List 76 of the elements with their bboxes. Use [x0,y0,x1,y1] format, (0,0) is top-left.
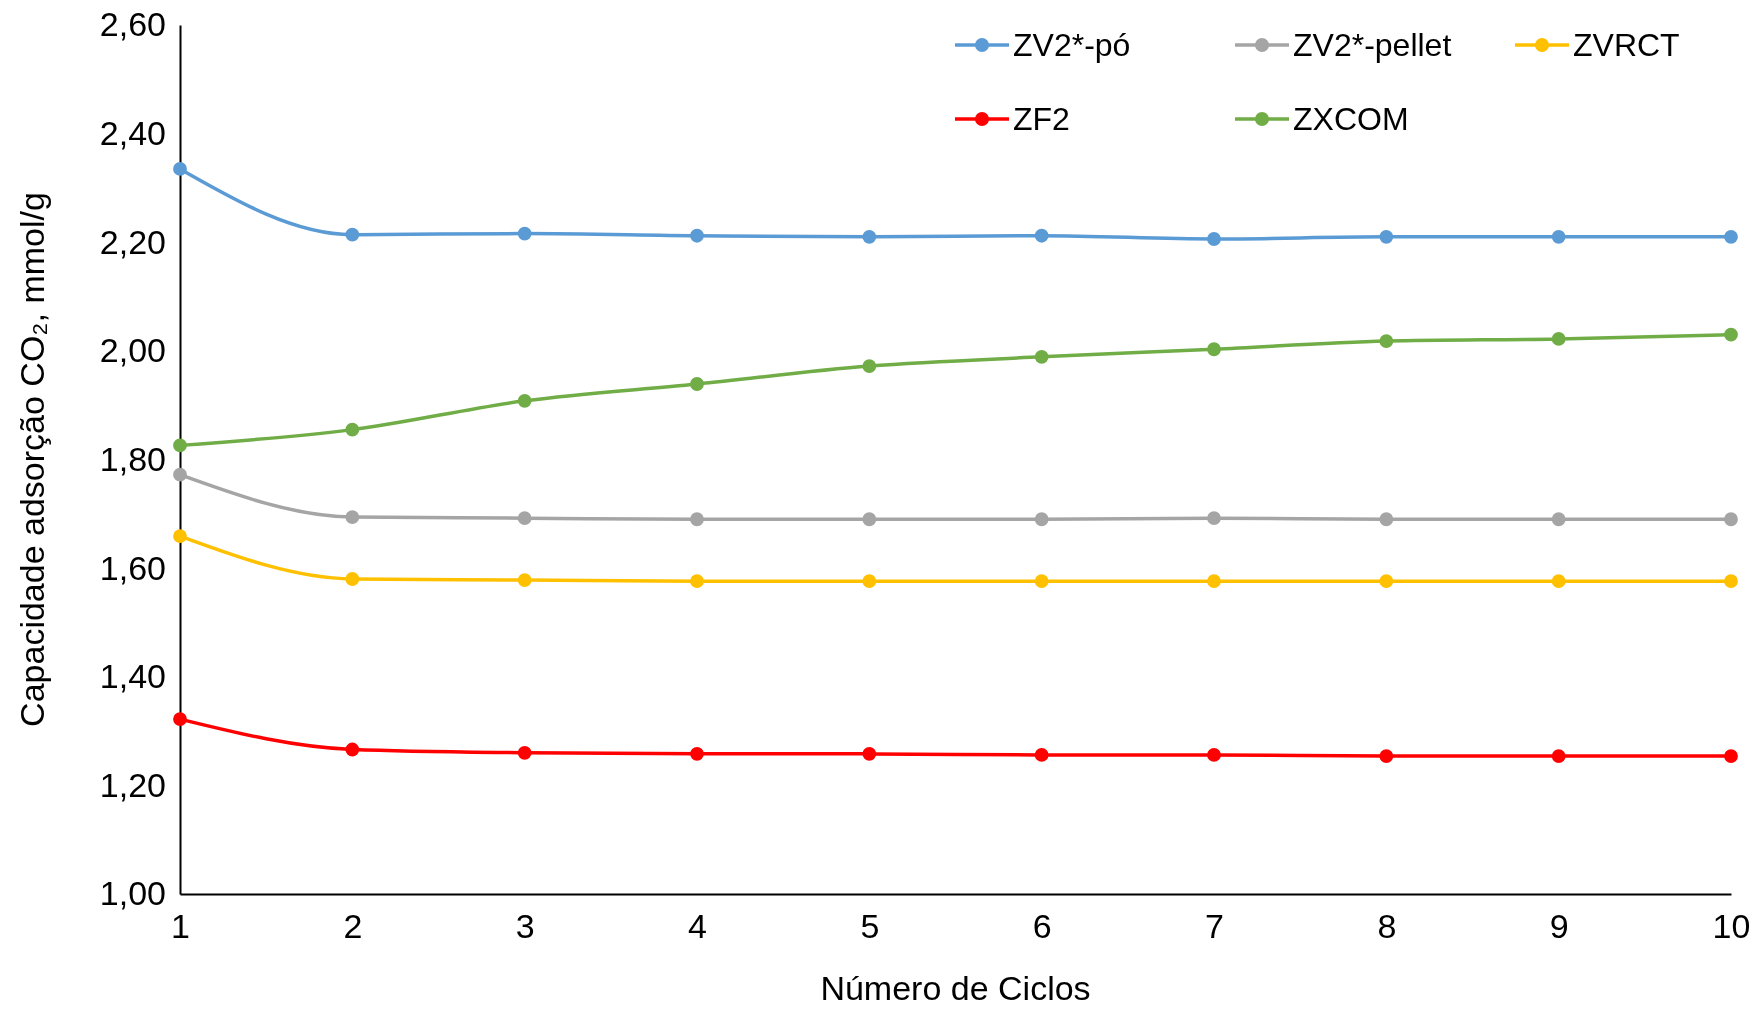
y-tick-label: 1,00 [99,874,166,913]
point [862,574,877,589]
point [173,467,187,482]
point [1551,332,1566,346]
point [1207,574,1221,589]
point [690,574,704,589]
point [1724,512,1738,527]
x-tick-label: 6 [1032,907,1052,946]
legend-label: ZV2*-pellet [1293,27,1452,64]
y-tick-label: 2,40 [99,114,166,153]
point [517,393,532,408]
y-tick-label: 2,60 [99,5,166,44]
point [345,422,360,437]
x-axis-title: Número de Ciclos [820,969,1091,1007]
point [345,742,360,757]
x-tick-label: 5 [860,907,880,946]
point [1379,574,1394,589]
x-tick-label: 1 [171,907,190,946]
point [1034,574,1049,589]
x-tick-label: 8 [1377,907,1397,946]
point [690,746,704,761]
legend-label: ZF2 [1013,101,1070,138]
point [1379,334,1394,348]
y-tick-label: 2,00 [99,331,166,370]
point [173,438,187,453]
point [1724,229,1738,244]
point [1724,749,1738,763]
point [862,359,877,373]
x-tick-label: 3 [515,907,535,946]
point [862,746,877,761]
point [345,510,360,524]
point [1551,512,1566,527]
point [690,228,704,243]
point [1034,228,1049,243]
point [1034,512,1049,527]
point [1551,229,1566,244]
y-axis-title: Capacidade adsorção CO₂, mmol/g [13,192,51,727]
y-tick-label: 1,60 [99,548,166,587]
point [1724,327,1738,342]
point [517,573,532,587]
point [1724,574,1738,589]
point [862,229,877,244]
point [173,162,187,176]
point [1551,574,1566,589]
point [517,511,532,526]
x-tick-label: 9 [1549,907,1569,946]
point [1207,511,1221,526]
point [1379,512,1394,527]
point [1207,232,1221,246]
point [1034,748,1049,762]
point [345,572,360,586]
point [1034,349,1049,364]
point [690,377,704,391]
legend-label: ZVRCT [1573,27,1680,64]
x-tick-label: 4 [688,907,707,946]
legend-label: ZV2*-pó [1013,27,1131,64]
point [1379,749,1394,763]
point [1207,342,1221,357]
point [517,745,532,760]
x-tick-label: 10 [1712,907,1751,946]
legend-label: ZXCOM [1293,101,1409,138]
point [1379,229,1394,244]
x-tick-label: 2 [343,907,363,946]
y-tick-label: 1,20 [99,765,166,804]
point [1551,749,1566,763]
y-tick-label: 1,80 [99,439,166,478]
point [517,226,532,241]
point [173,712,187,727]
point [1207,748,1221,762]
point [345,227,360,242]
x-tick-label: 7 [1205,907,1224,946]
y-tick-label: 1,40 [99,657,166,696]
point [862,512,877,527]
point [690,512,704,527]
point [173,529,187,543]
y-tick-label: 2,20 [99,222,166,261]
